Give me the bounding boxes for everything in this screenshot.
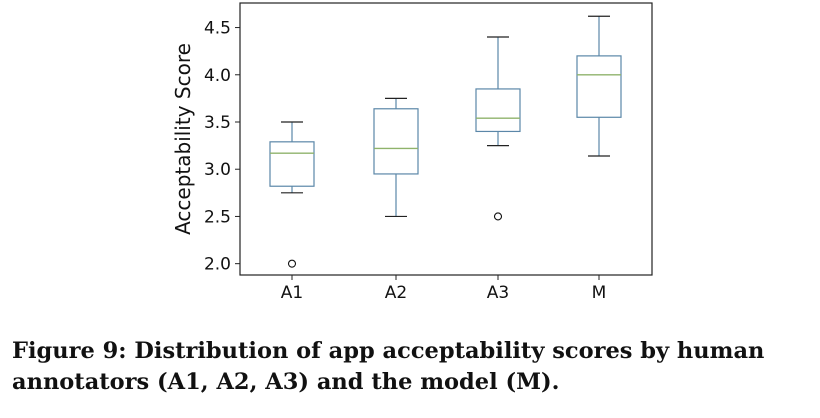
y-axis-label: Acceptability Score (171, 43, 195, 235)
x-tick-label: A1 (281, 283, 303, 303)
y-tick-label: 3.0 (204, 160, 231, 180)
y-tick-label: 4.5 (204, 19, 231, 39)
boxplot-chart: Acceptability Score 2.0 2.5 3.0 3.5 4.0 4.5 A1… (171, 2, 653, 303)
x-tick-label: A2 (385, 283, 407, 303)
box-a2 (373, 108, 419, 175)
x-tick-label: A3 (487, 283, 509, 303)
y-tick-label: 3.5 (204, 113, 231, 133)
plot-frame (239, 2, 653, 276)
box-a1 (269, 141, 315, 187)
y-tick-label: 2.5 (204, 207, 231, 227)
y-tick-label: 4.0 (204, 66, 231, 86)
outlier-a1 (287, 259, 297, 268)
box-a3 (475, 88, 521, 133)
y-tick-label: 2.0 (204, 255, 231, 275)
box-m (576, 55, 622, 118)
x-tick-label: M (592, 283, 607, 303)
figure-caption: Figure 9: Distribution of app acceptabil… (12, 338, 765, 395)
outlier-a3 (493, 212, 503, 221)
